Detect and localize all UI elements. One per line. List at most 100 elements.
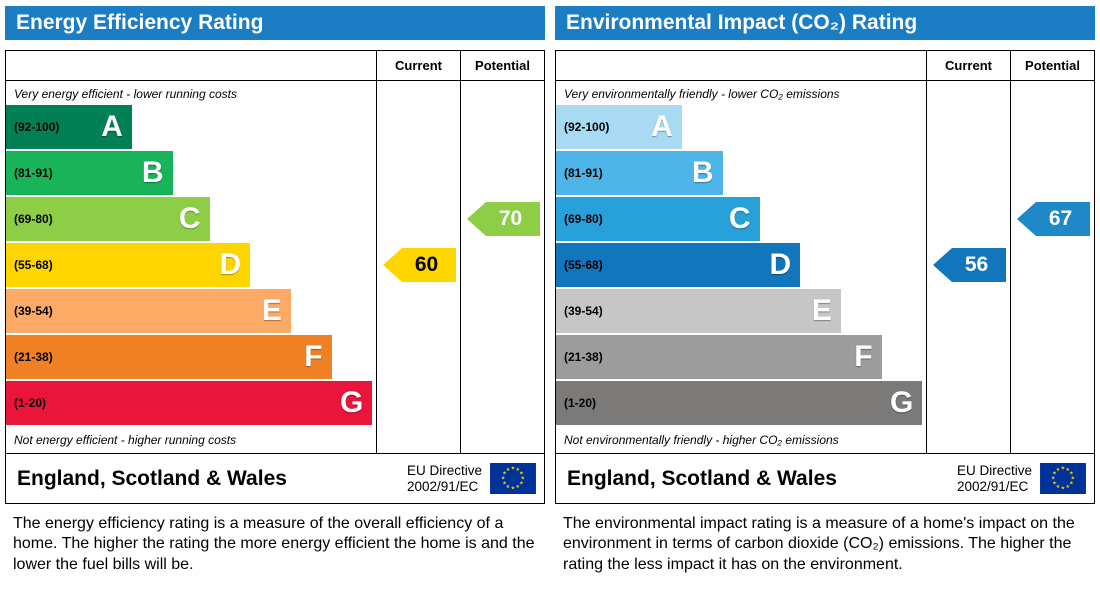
band-letter: C [178,202,201,235]
band-range: (69-80) [564,212,603,226]
band-range: (55-68) [564,258,603,272]
svg-text:★: ★ [501,476,506,482]
band-letter: A [651,110,673,143]
band-range: (92-100) [14,120,60,134]
panel-title-bar: Energy Efficiency Rating [5,6,545,40]
band-letter: C [728,202,751,235]
current-rating-arrow: 60 [383,248,456,282]
band-row-f: (21-38) F [6,335,332,379]
svg-text:★: ★ [1056,467,1061,473]
energy-efficiency-description: The energy efficiency rating is a measur… [13,515,535,573]
svg-text:★: ★ [511,466,516,472]
potential-rating-value: 67 [1048,207,1073,230]
svg-text:★: ★ [1052,480,1057,486]
svg-text:★: ★ [519,471,524,477]
svg-text:★: ★ [1052,471,1057,477]
bands: (92-100) A (81-91) B (69-80) C (55-68) D (39… [6,105,376,425]
bands-area: Very environmentally friendly - lower CO… [556,81,926,453]
svg-text:★: ★ [1051,476,1056,482]
band-letter: D [769,248,792,281]
band-row-b: (81-91) B [556,151,723,195]
potential-rating-value: 70 [498,207,523,230]
svg-text:★: ★ [1056,484,1061,490]
current-column: 60 [376,81,460,453]
svg-text:★: ★ [1069,471,1074,477]
eu-flag-icon: ★ ★ ★ ★ ★ ★ ★ ★ ★ ★ ★ ★ [490,463,536,494]
eu-directive-line2: 2002/91/EC [956,478,1029,494]
band-range: (1-20) [564,396,597,410]
column-header-row: Current Potential [556,51,1094,81]
band-row-g: (1-20) G [6,381,373,425]
header-spacer [6,51,376,80]
panel-title-bar: Environmental Impact (CO₂) Rating [555,6,1095,40]
band-range: (92-100) [564,120,610,134]
svg-text:★: ★ [502,480,507,486]
svg-text:★: ★ [1066,467,1071,473]
eu-directive-label: EU Directive 2002/91/EC [407,463,482,494]
header-spacer [556,51,926,80]
band-range: (81-91) [564,166,603,180]
potential-column: 67 [1010,81,1094,453]
band-range: (39-54) [14,304,53,318]
bottom-caption: Not energy efficient - higher running co… [14,433,237,447]
chart-table: Current Potential Very environmentally f… [555,50,1095,504]
band-row-b: (81-91) B [6,151,173,195]
current-rating-value: 56 [964,253,989,276]
band-row-d: (55-68) D [6,243,251,287]
band-range: (55-68) [14,258,53,272]
band-letter: F [854,340,873,373]
svg-text:★: ★ [1069,480,1074,486]
band-letter: A [101,110,123,143]
band-letter: G [339,386,364,419]
current-column-header: Current [926,51,1010,80]
potential-column-header: Potential [1010,51,1094,80]
chart-body: Very energy efficient - lower running co… [6,81,544,453]
band-row-a: (92-100) A [556,105,682,149]
band-range: (39-54) [564,304,603,318]
band-row-c: (69-80) C [556,197,760,241]
band-range: (1-20) [14,396,47,410]
eu-directive-line1: EU Directive [406,462,482,478]
svg-text:★: ★ [1061,466,1066,472]
svg-text:★: ★ [502,471,507,477]
top-caption: Very environmentally friendly - lower CO… [564,87,840,101]
band-row-c: (69-80) C [6,197,210,241]
band-range: (21-38) [564,350,603,364]
svg-text:★: ★ [1061,485,1066,491]
region-label: England, Scotland & Wales [17,466,287,490]
eu-directive-line1: EU Directive [956,462,1032,478]
svg-text:★: ★ [516,467,521,473]
eu-directive-label: EU Directive 2002/91/EC [957,463,1032,494]
band-row-f: (21-38) F [556,335,882,379]
band-letter: F [304,340,323,373]
band-range: (69-80) [14,212,53,226]
chart-footer: England, Scotland & Wales EU Directive 2… [556,453,1094,503]
current-column: 56 [926,81,1010,453]
band-range: (21-38) [14,350,53,364]
potential-column-header: Potential [460,51,544,80]
bottom-caption: Not environmentally friendly - higher CO… [564,433,839,447]
band-letter: B [141,156,164,189]
chart-body: Very environmentally friendly - lower CO… [556,81,1094,453]
band-range: (81-91) [14,166,53,180]
bands: (92-100) A (81-91) B (69-80) C (55-68) D (39… [556,105,926,425]
svg-text:★: ★ [519,480,524,486]
band-letter: G [889,386,914,419]
chart-table: Current Potential Very energy efficient … [5,50,545,504]
svg-text:★: ★ [516,484,521,490]
environmental-impact-description: The environmental impact rating is a mea… [563,515,1075,573]
column-header-row: Current Potential [6,51,544,81]
eu-directive-line2: 2002/91/EC [406,478,479,494]
svg-text:★: ★ [1070,476,1075,482]
top-caption: Very energy efficient - lower running co… [14,87,237,101]
eu-flag-icon: ★ ★ ★ ★ ★ ★ ★ ★ ★ ★ ★ ★ [1040,463,1086,494]
potential-rating-arrow: 70 [467,202,540,236]
current-rating-value: 60 [414,253,439,276]
band-letter: D [219,248,242,281]
svg-text:★: ★ [511,485,516,491]
environmental-impact-panel: Environmental Impact (CO₂) Rating Curren… [555,6,1095,575]
band-row-a: (92-100) A [6,105,132,149]
band-letter: E [811,294,832,327]
band-row-g: (1-20) G [556,381,923,425]
region-label: England, Scotland & Wales [567,466,837,490]
